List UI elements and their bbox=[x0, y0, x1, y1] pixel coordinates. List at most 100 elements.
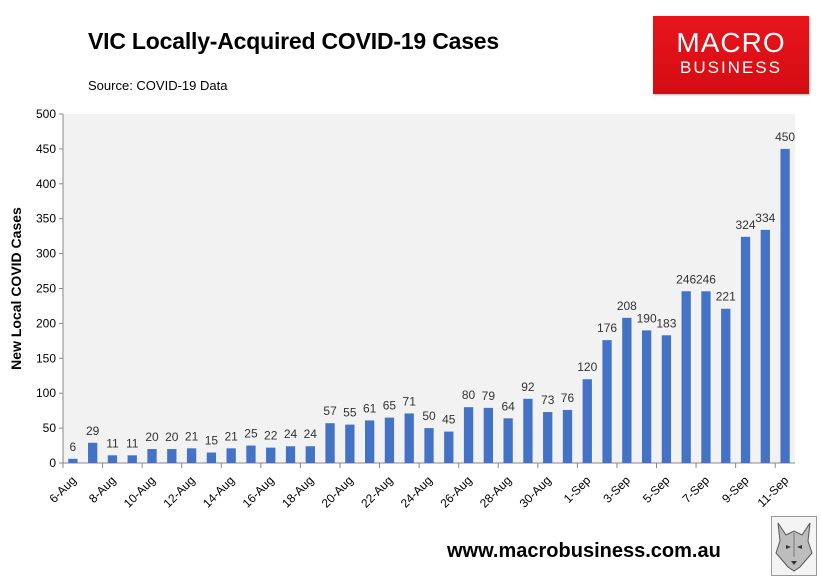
data-label: 50 bbox=[422, 409, 436, 423]
y-tick-label: 450 bbox=[36, 142, 56, 156]
x-tick-label: 26-Aug bbox=[437, 473, 474, 510]
y-tick-label: 300 bbox=[36, 247, 56, 261]
bar-27-Aug bbox=[483, 407, 494, 463]
bar-7-Sep bbox=[701, 291, 711, 463]
data-label: 21 bbox=[224, 429, 238, 443]
bar-31-Aug bbox=[562, 409, 573, 463]
data-label: 64 bbox=[501, 399, 515, 413]
wolf-emblem bbox=[771, 516, 817, 576]
data-label: 246 bbox=[676, 272, 696, 286]
data-label: 57 bbox=[323, 404, 337, 418]
data-label: 65 bbox=[383, 399, 397, 413]
bar-18-Aug bbox=[305, 446, 315, 463]
data-labels: 6 29 11 11 20 20 21 15 21 25 22 24 24 57 55 61 65 71 50 45 8… bbox=[70, 130, 796, 454]
bar-4-Sep bbox=[641, 330, 652, 463]
bar-16-Aug bbox=[266, 447, 276, 463]
data-label: 80 bbox=[462, 388, 476, 402]
data-label: 11 bbox=[126, 436, 139, 450]
data-label: 79 bbox=[482, 389, 496, 403]
bar-28-Aug bbox=[503, 418, 513, 463]
x-tick-label: 28-Aug bbox=[477, 473, 514, 510]
x-tick-label: 1-Sep bbox=[561, 473, 594, 506]
bar-6-Sep bbox=[681, 291, 691, 463]
logo-line-1: MACRO bbox=[676, 27, 786, 58]
y-axis: 0 50 100 150 200 250 300 350 400 450 500 bbox=[36, 107, 64, 470]
bar-29-Aug bbox=[523, 398, 533, 463]
y-tick-label: 500 bbox=[36, 107, 56, 121]
logo-line-2: BUSINESS bbox=[680, 58, 782, 77]
data-label: 24 bbox=[284, 427, 298, 441]
x-tick-label: 6-Aug bbox=[46, 473, 79, 506]
data-label: 55 bbox=[343, 406, 357, 420]
data-label: 20 bbox=[165, 430, 179, 444]
chart-title: VIC Locally-Acquired COVID-19 Cases bbox=[88, 28, 499, 54]
bar-21-Aug bbox=[364, 420, 375, 463]
data-label: 246 bbox=[696, 272, 716, 286]
bar-24-Aug bbox=[424, 428, 434, 463]
bar-10-Aug bbox=[147, 449, 157, 463]
data-label: 73 bbox=[541, 393, 555, 407]
data-label: 22 bbox=[264, 429, 278, 443]
x-tick-label: 12-Aug bbox=[160, 473, 197, 510]
bar-7-Aug bbox=[88, 442, 98, 463]
data-label: 92 bbox=[521, 380, 535, 394]
data-label: 45 bbox=[442, 413, 456, 427]
data-label: 15 bbox=[205, 434, 219, 448]
data-label: 71 bbox=[403, 394, 417, 408]
x-tick-label: 10-Aug bbox=[121, 473, 158, 510]
bar-19-Aug bbox=[325, 423, 335, 463]
y-tick-label: 400 bbox=[36, 177, 56, 191]
data-label: 334 bbox=[755, 211, 775, 225]
data-label: 208 bbox=[617, 299, 637, 313]
bar-10-Sep bbox=[760, 229, 770, 463]
bars bbox=[68, 148, 790, 463]
data-label: 190 bbox=[637, 311, 657, 325]
data-label: 324 bbox=[736, 218, 756, 232]
x-tick-label: 11-Sep bbox=[755, 473, 792, 510]
y-tick-label: 0 bbox=[49, 456, 56, 470]
y-tick-label: 150 bbox=[36, 351, 56, 365]
y-tick-label: 250 bbox=[36, 282, 56, 296]
x-tick-label: 18-Aug bbox=[279, 473, 316, 510]
bar-8-Sep bbox=[721, 308, 731, 463]
bar-13-Aug bbox=[206, 452, 217, 463]
data-label: 25 bbox=[244, 427, 258, 441]
data-label: 76 bbox=[561, 391, 575, 405]
plot-area bbox=[63, 114, 795, 463]
data-label: 221 bbox=[716, 290, 736, 304]
bar-23-Aug bbox=[404, 413, 414, 463]
source-note: Source: COVID-19 Data bbox=[88, 78, 228, 93]
bar-25-Aug bbox=[444, 431, 454, 463]
bar-26-Aug bbox=[463, 407, 474, 463]
y-tick-label: 200 bbox=[36, 316, 56, 330]
x-axis: 6-Aug 8-Aug 10-Aug 12-Aug 14-Aug 16-Aug 18-Aug… bbox=[46, 462, 795, 510]
bar-14-Aug bbox=[226, 448, 236, 463]
x-tick-label: 5-Sep bbox=[640, 473, 673, 506]
bar-11-Sep bbox=[780, 148, 790, 463]
x-tick-label: 30-Aug bbox=[517, 473, 554, 510]
macrobusiness-logo: MACRO BUSINESS bbox=[653, 16, 809, 94]
y-tick-label: 50 bbox=[43, 421, 57, 435]
bar-8-Aug bbox=[107, 455, 118, 463]
data-label: 20 bbox=[145, 430, 159, 444]
bar-1-Sep bbox=[582, 379, 592, 463]
data-label: 29 bbox=[86, 424, 100, 438]
x-tick-label: 8-Aug bbox=[86, 473, 119, 506]
bar-5-Sep bbox=[661, 335, 672, 463]
website-url: www.macrobusiness.com.au bbox=[447, 540, 721, 562]
data-label: 183 bbox=[656, 316, 676, 330]
bar-15-Aug bbox=[246, 445, 256, 463]
bar-2-Sep bbox=[602, 340, 612, 463]
data-label: 120 bbox=[577, 360, 597, 374]
x-tick-label: 24-Aug bbox=[398, 473, 435, 510]
bar-17-Aug bbox=[285, 446, 296, 463]
data-label: 24 bbox=[304, 427, 318, 441]
x-tick-label: 20-Aug bbox=[319, 473, 356, 510]
bar-22-Aug bbox=[384, 417, 395, 463]
bar-9-Aug bbox=[127, 455, 137, 463]
x-tick-label: 7-Sep bbox=[680, 473, 713, 506]
y-tick-label: 100 bbox=[36, 386, 56, 400]
bar-6-Aug bbox=[68, 458, 78, 463]
x-tick-label: 22-Aug bbox=[358, 473, 395, 510]
y-axis-title: New Local COVID Cases bbox=[8, 207, 24, 370]
